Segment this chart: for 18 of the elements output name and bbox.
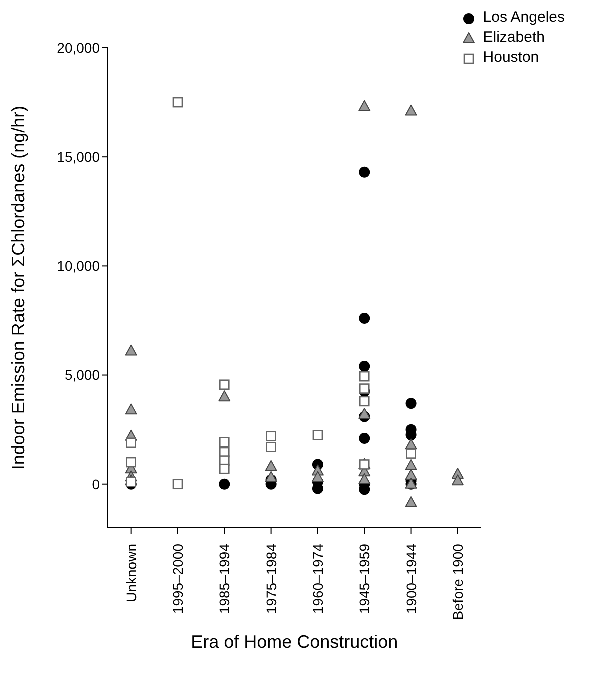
x-tick-label: Before 1900 <box>450 544 466 620</box>
x-axis-title: Era of Home Construction <box>191 632 398 652</box>
y-tick-label: 5,000 <box>64 367 100 384</box>
legend-label: Houston <box>483 48 540 68</box>
x-tick-label: 1945–1959 <box>356 544 373 614</box>
x-tick-label: Unknown <box>123 544 140 602</box>
x-tick-label: 1900–1944 <box>403 544 420 614</box>
legend-label: Los Angeles <box>483 8 565 28</box>
x-tick-label: 1960–1974 <box>310 544 326 614</box>
x-tick-label: 1985–1994 <box>216 544 233 614</box>
legend-label: Elizabeth <box>483 28 545 48</box>
x-tick-label: 1995–2000 <box>170 544 186 614</box>
y-axis-title: Indoor Emission Rate for ΣChlordanes (ng/hr) <box>8 106 28 470</box>
y-tick-label: 0 <box>92 476 100 492</box>
y-tick-label: 20,000 <box>57 40 100 56</box>
x-tick-label: 1975–1984 <box>263 544 280 614</box>
y-tick-label: 10,000 <box>57 258 100 274</box>
y-tick-label: 15,000 <box>57 149 100 166</box>
